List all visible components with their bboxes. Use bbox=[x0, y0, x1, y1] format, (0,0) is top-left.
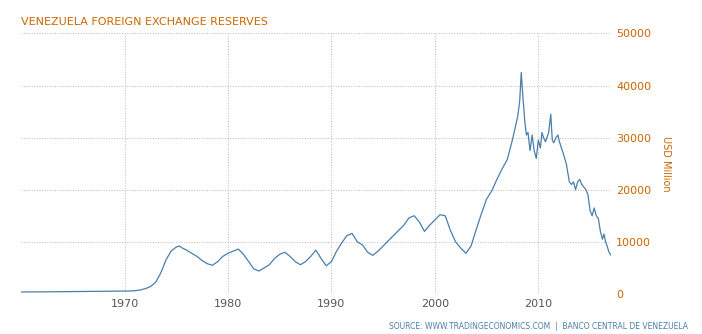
Y-axis label: USD Million: USD Million bbox=[661, 136, 671, 191]
Text: VENEZUELA FOREIGN EXCHANGE RESERVES: VENEZUELA FOREIGN EXCHANGE RESERVES bbox=[21, 17, 268, 27]
Text: SOURCE: WWW.TRADINGECONOMICS.COM  |  BANCO CENTRAL DE VENEZUELA: SOURCE: WWW.TRADINGECONOMICS.COM | BANCO… bbox=[389, 322, 688, 331]
